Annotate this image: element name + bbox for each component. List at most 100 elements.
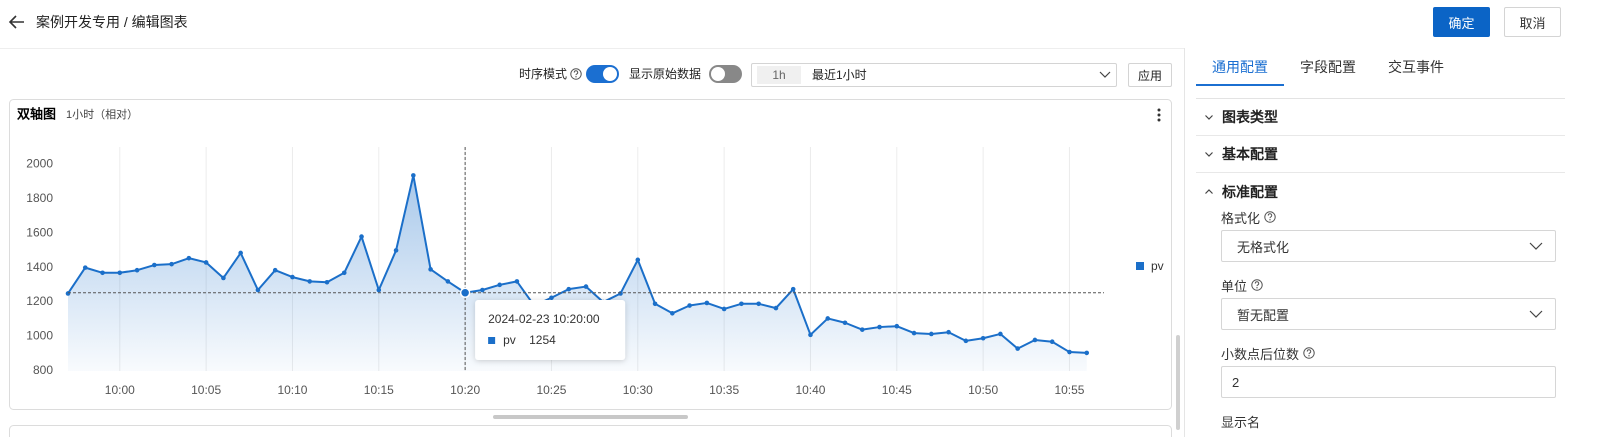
x-tick-label: 10:30 xyxy=(623,383,653,397)
point xyxy=(618,291,623,296)
point xyxy=(221,275,226,281)
section-header[interactable]: 基本配置 xyxy=(1196,136,1565,173)
point xyxy=(480,287,485,293)
point xyxy=(808,332,813,338)
point xyxy=(307,279,313,284)
point xyxy=(670,310,675,316)
point xyxy=(82,265,88,270)
toggle[interactable] xyxy=(709,65,742,83)
point xyxy=(203,260,209,265)
x-tick-label: 10:25 xyxy=(536,383,566,397)
point xyxy=(238,250,243,256)
control-value: 暂无配置 xyxy=(1237,307,1290,323)
point xyxy=(376,287,382,293)
x-tick-label: 10:55 xyxy=(1054,383,1084,397)
point xyxy=(324,279,330,285)
point xyxy=(341,270,347,276)
point xyxy=(911,330,917,336)
divider xyxy=(1184,48,1185,437)
point xyxy=(1067,349,1072,355)
apply-button[interactable]: 应用 xyxy=(1128,63,1172,87)
select[interactable]: 无格式化 xyxy=(1221,230,1556,262)
active-point xyxy=(459,287,471,299)
x-tick-label: 10:50 xyxy=(968,383,998,397)
y-tick-label: 1000 xyxy=(26,329,53,343)
tab[interactable]: 交互事件 xyxy=(1388,59,1444,75)
y-tick-label: 1800 xyxy=(26,191,53,205)
point xyxy=(825,316,831,321)
point xyxy=(411,173,416,178)
point xyxy=(65,291,71,296)
point xyxy=(514,279,520,284)
label-text: 格式化 xyxy=(1221,210,1261,226)
kebab-menu[interactable] xyxy=(1157,108,1161,122)
tooltip-title: 2024-02-23 10:20:00 xyxy=(488,312,600,326)
point xyxy=(980,335,986,341)
input[interactable]: 2 xyxy=(1221,366,1556,398)
confirm-button[interactable]: 确定 xyxy=(1433,7,1490,37)
chevron xyxy=(1529,310,1543,318)
help-icon xyxy=(1251,279,1263,291)
y-tick-label: 1200 xyxy=(26,294,53,308)
chevron xyxy=(1205,152,1213,157)
point xyxy=(929,331,934,337)
toggle[interactable] xyxy=(586,65,619,83)
field-label: 显示名 xyxy=(1221,412,1565,430)
time-select[interactable]: 1h 最近1小时 xyxy=(751,63,1117,87)
back-arrow[interactable] xyxy=(8,13,26,31)
chevron xyxy=(1099,71,1111,78)
section-header[interactable]: 标准配置 xyxy=(1196,173,1565,210)
x-tick-label: 10:05 xyxy=(191,383,221,397)
y-tick-label: 1400 xyxy=(26,260,53,274)
fields: 格式化 无格式化 单位 暂无配置 小数点后位数 2 显示名 xyxy=(1196,208,1565,430)
control-value: 无格式化 xyxy=(1237,239,1290,255)
x-tick-label: 10:40 xyxy=(795,383,825,397)
tooltip-box xyxy=(475,300,626,360)
point xyxy=(635,257,641,263)
point xyxy=(1015,346,1020,351)
point xyxy=(290,274,295,280)
point xyxy=(1032,337,1038,343)
point xyxy=(739,301,744,307)
point xyxy=(877,324,882,330)
toolbar-label: 时序模式 xyxy=(519,67,568,81)
label-text: 显示名 xyxy=(1221,414,1261,430)
scrollbar[interactable] xyxy=(493,415,688,419)
point xyxy=(272,267,278,273)
section-header[interactable]: 图表类型 xyxy=(1196,99,1565,136)
section-title: 基本配置 xyxy=(1222,146,1278,162)
point xyxy=(963,338,969,344)
help-icon xyxy=(1303,347,1315,359)
field-label: 格式化 xyxy=(1221,208,1565,226)
x-tick-label: 10:45 xyxy=(882,383,912,397)
select[interactable]: 暂无配置 xyxy=(1221,298,1556,330)
tooltip: 2024-02-23 10:20:00 pv 1254 xyxy=(475,300,626,360)
x-tick-label: 10:10 xyxy=(277,383,307,397)
area xyxy=(68,175,1087,371)
section-title: 图表类型 xyxy=(1222,109,1278,125)
tab[interactable]: 通用配置 xyxy=(1196,57,1284,86)
tooltip-swatch xyxy=(488,337,496,344)
label-text: 小数点后位数 xyxy=(1221,346,1300,362)
point xyxy=(169,261,174,267)
field-label: 小数点后位数 xyxy=(1221,344,1565,362)
cancel-button[interactable]: 取消 xyxy=(1504,7,1561,37)
point xyxy=(859,327,865,332)
config-panel: 通用配置 字段配置 交互事件 图表类型 基本配置 标准配置 格式化 无格式化 单位 暂无配置 小数点… xyxy=(1196,57,1565,434)
y-tick-label: 2000 xyxy=(26,156,53,170)
control-value: 2 xyxy=(1232,374,1240,390)
toolbar-label: 显示原始数据 xyxy=(629,67,702,81)
section-title: 标准配置 xyxy=(1222,183,1278,200)
help-icon xyxy=(1264,211,1276,223)
point xyxy=(566,286,572,292)
help-icon[interactable] xyxy=(570,68,582,80)
point xyxy=(497,282,502,288)
chevron xyxy=(1529,242,1543,250)
point xyxy=(583,284,589,289)
legend-label: pv xyxy=(1151,259,1164,273)
point xyxy=(652,301,658,307)
tab[interactable]: 字段配置 xyxy=(1300,59,1356,75)
scrollbar[interactable] xyxy=(1176,335,1180,430)
point xyxy=(721,306,727,312)
point xyxy=(549,295,554,301)
